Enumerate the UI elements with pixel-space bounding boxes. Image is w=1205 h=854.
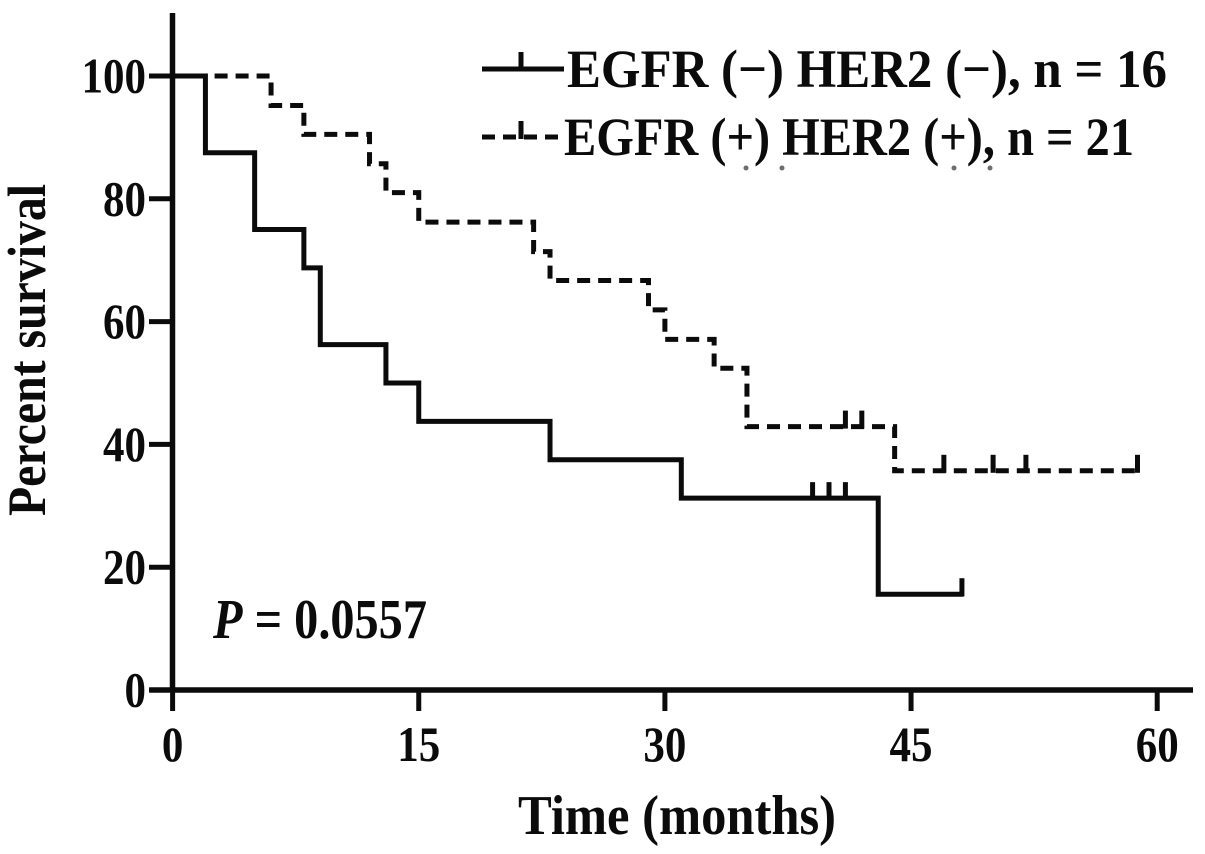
x-tick-label: 45	[890, 716, 933, 772]
x-tick-label: 0	[162, 716, 184, 772]
y-tick-label: 100	[82, 48, 147, 104]
stray-artifact-dots	[743, 165, 993, 171]
stray-dot	[987, 165, 993, 171]
survival-curves	[172, 73, 1141, 597]
y-axis-ticks: 0 20 40 60 80 100	[82, 48, 174, 718]
y-tick-label: 80	[103, 170, 146, 226]
legend-label-egfr-neg: EGFR (−) HER2 (−), n = 16	[567, 39, 1167, 99]
p-value-symbol: P	[212, 589, 243, 651]
legend-label-egfr-pos: EGFR (+) HER2 (+), n = 21	[564, 107, 1134, 167]
x-tick-label: 60	[1136, 716, 1179, 772]
y-tick-label: 20	[103, 539, 146, 595]
axes	[149, 13, 1193, 693]
y-tick-label: 40	[103, 416, 146, 472]
p-value-rest: = 0.0557	[243, 589, 427, 651]
y-axis-title: Percent survival	[0, 184, 57, 516]
y-tick-label: 0	[125, 662, 147, 718]
km-curve-egfr-neg-her2-neg	[172, 73, 964, 597]
x-tick-label: 15	[397, 716, 440, 772]
x-axis-ticks: 0 15 30 45 60	[162, 688, 1179, 772]
stray-dot	[743, 165, 749, 171]
x-axis-title: Time (months)	[518, 785, 836, 847]
legend: EGFR (−) HER2 (−), n = 16 EGFR (+) HER2 …	[482, 39, 1167, 167]
stray-dot	[951, 165, 957, 171]
x-tick-label: 30	[643, 716, 686, 772]
km-curve-egfr-pos-her2-pos	[172, 73, 1141, 474]
p-value-annotation: P = 0.0557	[212, 589, 427, 651]
stray-dot	[779, 165, 785, 171]
y-tick-label: 60	[103, 293, 146, 349]
